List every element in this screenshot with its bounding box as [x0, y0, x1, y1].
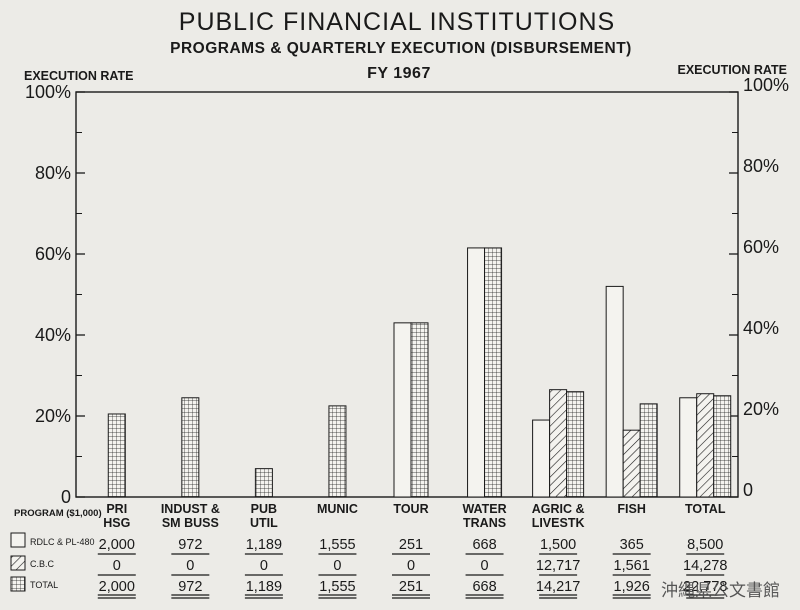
program-value: 0	[113, 558, 121, 574]
bar-open-5	[467, 247, 486, 498]
category-label: TOUR	[393, 502, 428, 516]
bar-hatched-6	[549, 389, 568, 498]
program-value: 668	[472, 579, 496, 595]
category-label: INDUST &	[161, 502, 220, 516]
chart-subtitle: PROGRAMS & QUARTERLY EXECUTION (DISBURSE…	[170, 40, 632, 57]
program-value: 22,778	[683, 579, 727, 595]
program-value: 0	[186, 558, 194, 574]
category-label: SM BUSS	[162, 516, 219, 530]
program-value: 668	[472, 537, 496, 553]
bar-grid-7	[639, 403, 658, 498]
bar-grid-4	[410, 322, 429, 498]
category-label: PUB	[251, 502, 277, 516]
y-axis-label-left: EXECUTION RATE	[24, 69, 134, 83]
program-value: 1,189	[246, 537, 282, 553]
legend-swatch-grid	[10, 576, 26, 592]
category-label: FISH	[617, 502, 645, 516]
program-value: 1,500	[540, 537, 576, 553]
chart-title: PUBLIC FINANCIAL INSTITUTIONS	[179, 8, 615, 36]
y-tick-label-left: 0	[61, 487, 71, 507]
y-tick-label-left: 60%	[35, 244, 71, 264]
bar-grid-0	[107, 413, 126, 498]
y-tick-label-left: 100%	[25, 82, 71, 102]
bar-grid-6	[566, 391, 585, 498]
bar-grid-5	[484, 247, 503, 498]
program-value: 0	[260, 558, 268, 574]
legend-swatch-hatched	[10, 555, 26, 571]
legend: RDLC & PL-480 C.B.C TOTAL	[10, 532, 95, 592]
legend-label-total: TOTAL	[30, 580, 58, 590]
category-label: AGRIC &	[532, 502, 585, 516]
category-label: WATER	[462, 502, 506, 516]
program-value: 1,555	[319, 537, 355, 553]
y-axis-label-right: EXECUTION RATE	[678, 63, 788, 77]
bar-open-4	[393, 322, 412, 498]
category-label: PRI	[106, 502, 127, 516]
y-axis-right: 100% 80% 60% 40% 20% 0	[729, 75, 789, 500]
program-value: 365	[620, 537, 644, 553]
program-value: 2,000	[99, 579, 135, 595]
program-value: 972	[178, 537, 202, 553]
program-value: 251	[399, 579, 423, 595]
program-table: 2,000 0 2,000 972 0 972 1,189 0 1,189 1,555 0 1,555…	[97, 537, 727, 599]
program-value: 14,217	[536, 579, 580, 595]
y-tick-label-right: 20%	[743, 399, 779, 419]
legend-label-rdlc: RDLC & PL-480	[30, 537, 95, 547]
program-value: 1,555	[319, 579, 355, 595]
program-value: 8,500	[687, 537, 723, 553]
program-label: PROGRAM ($1,000)	[14, 508, 102, 519]
legend-swatch-open	[10, 532, 26, 548]
y-tick-label-left: 20%	[35, 406, 71, 426]
program-value: 14,278	[683, 558, 727, 574]
category-label: HSG	[103, 516, 130, 530]
program-value: 972	[178, 579, 202, 595]
category-label: TOTAL	[685, 502, 726, 516]
archive-watermark: 沖縄県公文書館	[661, 581, 780, 601]
fiscal-year: FY 1967	[367, 65, 431, 82]
program-value: 0	[407, 558, 415, 574]
bar-grid-2	[254, 468, 273, 498]
y-tick-label-right: 40%	[743, 318, 779, 338]
y-tick-label-right: 80%	[743, 156, 779, 176]
y-tick-label-left: 40%	[35, 325, 71, 345]
bar-hatched-7	[622, 429, 641, 498]
bar-grid-8	[713, 395, 732, 498]
category-label: LIVESTK	[532, 516, 585, 530]
y-axis-left: 100% 80% 60% 40% 20% 0	[25, 82, 85, 507]
program-value: 251	[399, 537, 423, 553]
category-label: MUNIC	[317, 502, 358, 516]
bar-grid-3	[328, 405, 347, 498]
y-tick-label-right: 0	[743, 480, 753, 500]
program-value: 12,717	[536, 558, 580, 574]
program-value: 1,926	[614, 579, 650, 595]
legend-label-cbc: C.B.C	[30, 559, 55, 569]
bar-open-8	[679, 397, 698, 498]
program-value: 0	[333, 558, 341, 574]
bar-group	[107, 247, 732, 498]
program-value: 0	[481, 558, 489, 574]
y-tick-label-left: 80%	[35, 163, 71, 183]
y-tick-label-right: 60%	[743, 237, 779, 257]
bar-grid-1	[181, 397, 200, 498]
program-value: 1,561	[614, 558, 650, 574]
category-label: UTIL	[250, 516, 278, 530]
category-label: TRANS	[463, 516, 506, 530]
bar-open-7	[605, 285, 624, 498]
bar-open-6	[532, 419, 551, 498]
program-value: 2,000	[99, 537, 135, 553]
program-value: 1,189	[246, 579, 282, 595]
bar-hatched-8	[696, 393, 715, 498]
y-tick-label-right: 100%	[743, 75, 789, 95]
